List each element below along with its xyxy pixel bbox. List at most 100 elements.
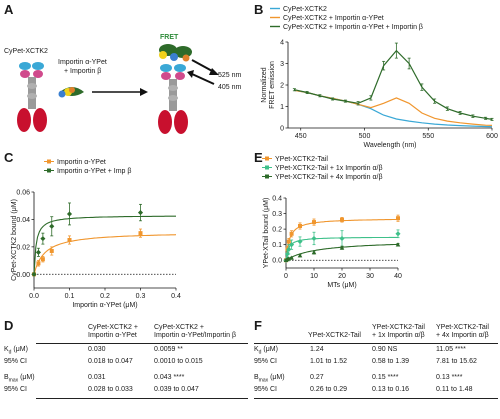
row-label-main: 95% CI — [4, 358, 27, 365]
col-header-line: + 4x Importin α/β — [436, 332, 489, 339]
table-row: Bmax (μM) 0.27 0.15 **** 0.13 **** — [254, 374, 500, 384]
row-label-main: K — [254, 346, 259, 353]
row-label-unit: (μM) — [18, 374, 35, 381]
col-header-line: YPet-XCTK2-Tail — [372, 324, 425, 331]
legend-marker — [265, 165, 269, 170]
data-point — [137, 210, 144, 216]
legend-label: Importin α-YPet + Imp β — [57, 168, 131, 175]
legend-marker — [47, 159, 51, 164]
table-rule — [254, 343, 498, 344]
y-tick-label: 0.4 — [272, 196, 282, 203]
row-label: 95% CI — [4, 358, 27, 367]
row-label: 95% CI — [4, 386, 27, 395]
chart-panel-b: 450 500 550 600 0 1 2 3 4 Wavelength (nm) Normaliz… — [256, 0, 500, 150]
row-label-unit: (μM) — [11, 346, 28, 353]
y-tick-label: 3 — [280, 61, 284, 68]
panel-label-a: A — [4, 2, 14, 17]
emission-arrow — [191, 59, 215, 73]
x-tick-label: 0.0 — [29, 293, 39, 300]
data-point — [312, 220, 316, 225]
panel-label-e: E — [254, 150, 263, 165]
data-point — [339, 235, 345, 241]
table-d-col1-header: CyPet-XCTK2 + Importin α-YPet — [88, 324, 138, 340]
row-label-subscript: max — [258, 377, 269, 384]
chart-panel-c: 0.0 0.1 0.2 0.3 0.4 0.00 0.02 0.04 0.06 Importin … — [0, 150, 250, 315]
table-cell: 0.030 — [88, 346, 106, 353]
x-tick-label: 10 — [310, 273, 318, 280]
x-axis-label: Wavelength (nm) — [363, 142, 416, 149]
data-point — [49, 223, 55, 229]
data-point — [297, 253, 303, 258]
x-tick-label: 0.3 — [136, 293, 146, 300]
legend-label: YPet-XCTK2-Tail — [275, 156, 328, 163]
y-tick-label: 0 — [280, 126, 284, 133]
row-label-subscript: max — [8, 377, 19, 384]
col-header-line: Importin α-YPet/Importin β — [154, 332, 236, 339]
y-tick-label: 0.04 — [16, 217, 30, 224]
table-cell: 1.24 — [310, 346, 324, 353]
table-panel-d: CyPet-XCTK2 + Importin α-YPet CyPet-XCTK… — [0, 318, 250, 419]
table-rule — [36, 398, 248, 399]
data-point — [138, 231, 143, 236]
fret-schematic-diagram — [17, 44, 219, 134]
y-tick-label: 1 — [280, 104, 284, 111]
table-row: 95% CI 1.01 to 1.52 0.58 to 1.39 7.81 to 15… — [254, 358, 500, 368]
table-cell: 7.81 to 15.62 — [436, 358, 477, 365]
table-row: Bmax (μM) 0.031 0.043 **** — [4, 374, 250, 384]
col-header-line: + 1x Importin α/β — [372, 332, 425, 339]
y-tick-label: 0.06 — [16, 190, 30, 197]
legend-marker — [265, 156, 269, 161]
table-cell: 11.05 **** — [436, 346, 466, 353]
row-label: Bmax (μM) — [4, 374, 35, 383]
data-point — [395, 231, 401, 237]
legend-marker — [47, 168, 51, 173]
table-cell: 0.13 to 0.16 — [372, 386, 409, 393]
fret-emission-chart: 450 500 550 600 0 1 2 3 4 Wavelength (nm) Normaliz… — [261, 6, 498, 149]
y-axis-label: CyPet-XCTK2 bound (μM) — [11, 199, 18, 281]
data-point — [396, 216, 400, 221]
row-label-main: 95% CI — [254, 386, 277, 393]
y-tick-label: 0.1 — [272, 242, 282, 249]
table-panel-f: YPet-XCTK2-Tail YPet-XCTK2-Tail + 1x Imp… — [254, 318, 500, 419]
x-tick-label: 550 — [422, 133, 434, 140]
table-row: Kd (μM) 1.24 0.90 NS 11.05 **** — [254, 346, 500, 356]
x-axis-label: Importin α-YPet (μM) — [72, 302, 137, 309]
cypet-label: CyPet-XCTK2 — [4, 48, 48, 55]
data-point — [289, 231, 294, 236]
row-label-unit: (μM) — [261, 346, 278, 353]
col-header-line: Importin α-YPet — [88, 332, 137, 339]
importin-beta-label: + Importin β — [64, 68, 102, 75]
panel-label-b: B — [254, 2, 264, 17]
data-point — [49, 248, 54, 253]
legend-label: YPet-XCTK2-Tail + 1x Importin α/β — [275, 165, 382, 172]
row-label: Kd (μM) — [4, 346, 28, 355]
table-f-col2-header: YPet-XCTK2-Tail + 1x Importin α/β — [372, 324, 425, 340]
table-row: 95% CI 0.028 to 0.033 0.039 to 0.047 — [4, 386, 250, 396]
table-f-col3-header: YPet-XCTK2-Tail + 4x Importin α/β — [436, 324, 489, 340]
col-header-line: CyPet-XCTK2 + — [88, 324, 138, 331]
y-tick-label: 0.3 — [272, 211, 282, 218]
table-f-col1-header: YPet-XCTK2-Tail — [308, 332, 361, 339]
legend-label: CyPet-XCTK2 — [283, 6, 327, 13]
y-axis-label: Normalized — [261, 67, 268, 103]
table-cell: 0.028 to 0.033 — [88, 386, 133, 393]
table-cell: 0.15 **** — [372, 374, 399, 381]
importin-binding-chart: 0.0 0.1 0.2 0.3 0.4 0.00 0.02 0.04 0.06 Importin … — [11, 159, 181, 309]
cypet-xctk2-molecule — [17, 62, 47, 132]
legend-label: YPet-XCTK2-Tail + 4x Importin α/β — [275, 174, 382, 181]
data-point — [311, 235, 317, 241]
y-axis-label: YPet-XTail bound (μM) — [263, 198, 270, 269]
legend-label: CyPet-XCTK2 + Importin α-YPet + Importin… — [283, 24, 423, 31]
table-rule — [254, 398, 498, 399]
y-tick-label: 0.0 — [272, 258, 282, 265]
data-point — [339, 245, 345, 250]
row-label-main: B — [254, 374, 259, 381]
data-point — [35, 249, 41, 255]
data-point — [67, 238, 72, 242]
x-tick-label: 30 — [366, 273, 374, 280]
table-row: Kd (μM) 0.030 0.0059 ** — [4, 346, 250, 356]
table-d-col2-header: CyPet-XCTK2 + Importin α-YPet/Importin β — [154, 324, 236, 340]
table-cell: 0.58 to 1.39 — [372, 358, 409, 365]
x-tick-label: 0 — [284, 273, 288, 280]
x-tick-label: 0.4 — [171, 293, 181, 300]
